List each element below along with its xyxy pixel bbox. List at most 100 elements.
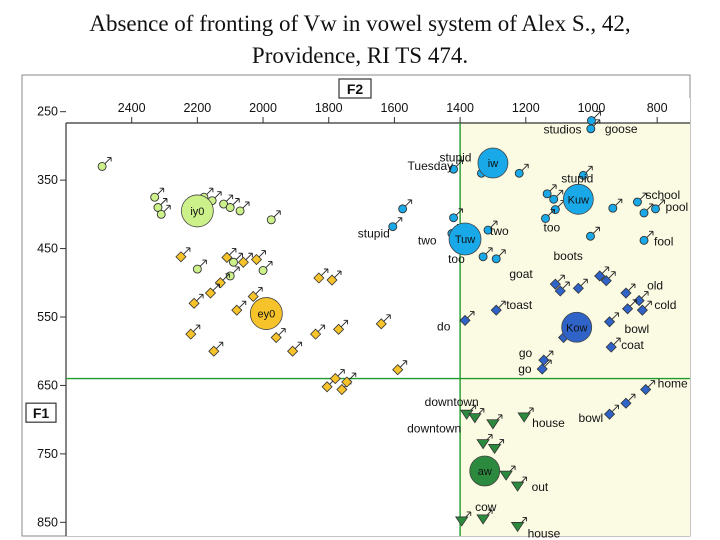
arrow-shaft bbox=[235, 252, 243, 261]
token-word-label: too bbox=[448, 252, 465, 266]
arrow-shaft bbox=[382, 314, 391, 323]
arrow-shaft bbox=[103, 157, 112, 165]
token-word-label: studios bbox=[543, 123, 581, 137]
arrow-head bbox=[231, 248, 237, 253]
ow-token-arrow bbox=[644, 300, 652, 309]
uw-token-marker bbox=[586, 231, 595, 241]
mean-iw-marker bbox=[477, 147, 509, 179]
arrow-shaft bbox=[555, 189, 564, 198]
uw-token-marker bbox=[388, 222, 398, 232]
token-word-label: stupid bbox=[439, 150, 471, 164]
ow-token-arrow bbox=[497, 300, 506, 309]
arrow-head bbox=[258, 287, 263, 292]
mean-aw-label: aw bbox=[478, 466, 492, 478]
aw-token-marker bbox=[476, 439, 490, 450]
ey-token-arrow bbox=[254, 287, 263, 295]
arrow-head bbox=[616, 337, 621, 343]
ow-token-arrow bbox=[580, 278, 588, 287]
arrow-shaft bbox=[404, 199, 412, 208]
arrow-head bbox=[596, 111, 601, 116]
ow-token-marker bbox=[636, 304, 648, 316]
arrow-head bbox=[649, 230, 654, 236]
arrow-head bbox=[499, 438, 505, 444]
x-tick-label: 2400 bbox=[118, 101, 146, 115]
ey-token-marker bbox=[341, 376, 353, 388]
arrow-head bbox=[470, 310, 475, 316]
arrow-head bbox=[522, 476, 528, 482]
arrow-shaft bbox=[489, 220, 498, 229]
arrow-head bbox=[560, 274, 565, 280]
ow-token-marker bbox=[554, 285, 566, 297]
mean-iw-label: iw bbox=[488, 158, 498, 170]
iy-token-arrow bbox=[156, 187, 165, 196]
arrow-shaft bbox=[156, 187, 164, 196]
uw-token-arrow bbox=[584, 165, 593, 174]
arrow-shaft bbox=[497, 300, 506, 309]
arrow-shaft bbox=[231, 266, 240, 275]
aw-token-marker bbox=[517, 412, 531, 423]
ey-token-marker bbox=[221, 251, 233, 264]
ow-token-marker bbox=[640, 383, 652, 396]
aw-token-marker bbox=[454, 516, 469, 527]
arrow-shaft bbox=[320, 268, 329, 277]
arrow-shaft bbox=[195, 293, 204, 302]
ow-token-marker bbox=[536, 363, 548, 375]
arrow-shaft bbox=[611, 312, 619, 321]
ey-token-arrow bbox=[333, 270, 342, 279]
arrow-head bbox=[501, 300, 506, 306]
arrow-head bbox=[241, 300, 247, 306]
arrow-shaft bbox=[584, 166, 593, 174]
y-tick-label: 250 bbox=[37, 105, 58, 119]
uw-token-marker bbox=[651, 204, 660, 214]
x-axis-name: F2 bbox=[347, 81, 364, 97]
arrow-head bbox=[225, 273, 230, 278]
arrow-head bbox=[617, 198, 623, 204]
token-word-label: do bbox=[437, 319, 451, 333]
arrow-shaft bbox=[272, 210, 281, 219]
ey-token-arrow bbox=[348, 372, 357, 381]
uw-token-arrow bbox=[592, 119, 601, 128]
ey-token-marker bbox=[188, 297, 200, 309]
mean-iy0-label: iy0 bbox=[190, 206, 204, 218]
ow-token-marker bbox=[549, 278, 561, 290]
arrow-shaft bbox=[601, 266, 610, 275]
x-tick-label: 1800 bbox=[315, 101, 343, 115]
ow-token-marker bbox=[490, 304, 502, 316]
arrow-head bbox=[297, 341, 303, 347]
arrow-shaft bbox=[614, 198, 623, 207]
x-tick-label: 1400 bbox=[446, 101, 474, 115]
ey-token-marker bbox=[333, 323, 345, 335]
iy-token-arrow bbox=[205, 187, 214, 196]
ey-token-arrow bbox=[228, 248, 237, 256]
arrow-head bbox=[159, 187, 165, 193]
arrow-head bbox=[522, 516, 528, 522]
arrow-head bbox=[595, 226, 600, 232]
token-word-label: boots bbox=[553, 249, 582, 263]
arrow-shaft bbox=[466, 311, 475, 319]
arrow-head bbox=[660, 199, 665, 204]
uw-token-arrow bbox=[548, 184, 557, 193]
arrow-shaft bbox=[547, 209, 555, 217]
arrow-head bbox=[471, 404, 477, 410]
arrow-head bbox=[217, 191, 222, 196]
ow-token-marker bbox=[605, 341, 617, 353]
arrow-head bbox=[479, 408, 485, 413]
arrow-shaft bbox=[484, 247, 493, 256]
arrow-shaft bbox=[399, 360, 408, 369]
uw-token-marker bbox=[491, 254, 501, 264]
arrow-shaft bbox=[215, 341, 224, 350]
token-word-label: downtown bbox=[425, 395, 479, 409]
x-tick-label: 2200 bbox=[183, 101, 211, 115]
arrow-head bbox=[550, 209, 555, 214]
arrow-shaft bbox=[228, 248, 237, 256]
aw-token-marker bbox=[486, 419, 500, 430]
ow-token-arrow bbox=[611, 404, 619, 413]
token-word-label: two bbox=[418, 234, 437, 248]
arrow-head bbox=[644, 291, 649, 296]
arrow-shaft bbox=[340, 320, 348, 328]
arrow-head bbox=[245, 201, 250, 206]
ey-token-marker bbox=[310, 328, 322, 340]
aw-token-marker bbox=[468, 413, 482, 424]
iy-token-marker bbox=[225, 203, 235, 212]
